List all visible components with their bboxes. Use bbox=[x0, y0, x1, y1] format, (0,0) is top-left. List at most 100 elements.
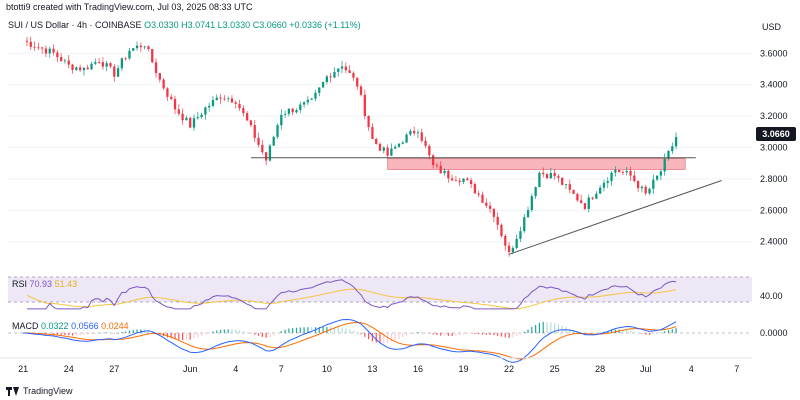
candle bbox=[469, 177, 473, 189]
macd-bar bbox=[102, 332, 104, 334]
macd-bar bbox=[531, 327, 533, 333]
macd-bar bbox=[79, 333, 81, 336]
candle bbox=[272, 135, 275, 146]
candle bbox=[177, 104, 180, 116]
macd-bar bbox=[311, 327, 313, 333]
footer-brand[interactable]: TradingView bbox=[6, 386, 73, 396]
candle bbox=[504, 233, 507, 251]
candle bbox=[397, 143, 401, 148]
candle bbox=[416, 129, 420, 139]
macd-bar bbox=[87, 333, 89, 335]
macd-bar bbox=[504, 333, 506, 338]
macd-bar bbox=[512, 333, 514, 338]
time-tick-label: 7 bbox=[734, 364, 739, 374]
currency-label[interactable]: USD bbox=[762, 22, 782, 32]
candle bbox=[507, 241, 511, 257]
time-tick-label: 19 bbox=[459, 364, 469, 374]
candle bbox=[526, 206, 530, 218]
macd-bar bbox=[90, 333, 93, 334]
candle bbox=[663, 153, 666, 176]
macd-label[interactable]: MACD bbox=[12, 321, 39, 331]
macd-bar bbox=[208, 333, 210, 334]
candle bbox=[587, 194, 590, 213]
symbol-title[interactable]: SUI / US Dollar · 4h · COINBASE bbox=[8, 20, 142, 30]
macd-bar bbox=[322, 326, 324, 333]
macd-bar bbox=[413, 332, 415, 334]
macd-bar bbox=[424, 332, 427, 333]
macd-bar bbox=[595, 333, 597, 334]
macd-bar bbox=[561, 325, 563, 333]
macd-bar bbox=[295, 327, 298, 333]
candle bbox=[602, 179, 606, 192]
macd-bar bbox=[629, 330, 632, 333]
price-axis[interactable]: 3.6000 3.4000 3.2000 3.0000 2.8000 2.6000 2.40… bbox=[760, 48, 788, 246]
candle bbox=[67, 55, 70, 69]
candle bbox=[534, 186, 537, 200]
candle bbox=[283, 110, 287, 118]
macd-bar bbox=[109, 332, 112, 333]
candle bbox=[310, 98, 313, 100]
candle bbox=[382, 146, 385, 154]
candle bbox=[439, 161, 442, 174]
macd-bar bbox=[364, 333, 366, 337]
candle bbox=[90, 61, 93, 71]
candle bbox=[352, 71, 355, 82]
candle bbox=[591, 196, 594, 201]
candle bbox=[644, 184, 647, 196]
candle bbox=[189, 116, 192, 129]
macd-bar bbox=[432, 333, 434, 335]
time-axis[interactable]: 21 24 27 Jun 4 7 10 13 16 19 22 25 28 Jul 4 7 bbox=[18, 364, 739, 374]
macd-bar bbox=[648, 333, 651, 335]
macd-bar bbox=[500, 333, 503, 337]
candle bbox=[530, 193, 533, 213]
macd-bar bbox=[428, 333, 430, 334]
candle bbox=[390, 143, 393, 157]
candle bbox=[359, 84, 363, 97]
candle bbox=[375, 137, 378, 145]
candle bbox=[564, 184, 568, 189]
candle bbox=[71, 63, 74, 74]
macd-bar bbox=[333, 327, 336, 333]
time-tick-label: 4 bbox=[233, 364, 238, 374]
macd-legend: MACD 0.0322 0.0566 0.0244 bbox=[12, 321, 129, 331]
macd-bar bbox=[204, 333, 206, 335]
time-tick-label: 22 bbox=[504, 364, 514, 374]
candle bbox=[185, 115, 188, 121]
macd-bar bbox=[337, 327, 339, 333]
candle bbox=[481, 191, 484, 203]
price-tick-label: 2.4000 bbox=[760, 237, 788, 247]
candle bbox=[515, 234, 518, 250]
macd-bar bbox=[489, 333, 491, 335]
candle bbox=[519, 226, 522, 243]
candle bbox=[413, 126, 416, 136]
candle bbox=[295, 108, 298, 114]
candle bbox=[97, 57, 101, 64]
candle bbox=[264, 151, 268, 166]
macd-bar bbox=[470, 333, 472, 334]
macd-signal-value: 0.0244 bbox=[101, 321, 129, 331]
candle bbox=[56, 50, 59, 62]
ohlc-open: O3.0330 bbox=[144, 20, 179, 30]
candle bbox=[674, 132, 678, 150]
macd-bar bbox=[394, 333, 396, 341]
macd-bar bbox=[52, 333, 55, 335]
macd-bar bbox=[557, 324, 560, 333]
rsi-label[interactable]: RSI bbox=[12, 279, 28, 289]
macd-bar bbox=[622, 329, 624, 333]
macd-bar bbox=[174, 333, 176, 340]
candle bbox=[652, 174, 655, 194]
candle bbox=[633, 170, 636, 183]
candle bbox=[348, 65, 351, 74]
macd-bar bbox=[22, 333, 24, 334]
candle bbox=[477, 190, 480, 198]
macd-bar bbox=[383, 333, 385, 344]
candle bbox=[227, 96, 230, 103]
macd-bar bbox=[197, 333, 199, 338]
candle bbox=[306, 96, 310, 105]
candle bbox=[432, 153, 435, 169]
candle bbox=[568, 179, 571, 194]
candle bbox=[246, 110, 249, 121]
macd-bar bbox=[455, 333, 457, 336]
candle bbox=[238, 99, 241, 112]
